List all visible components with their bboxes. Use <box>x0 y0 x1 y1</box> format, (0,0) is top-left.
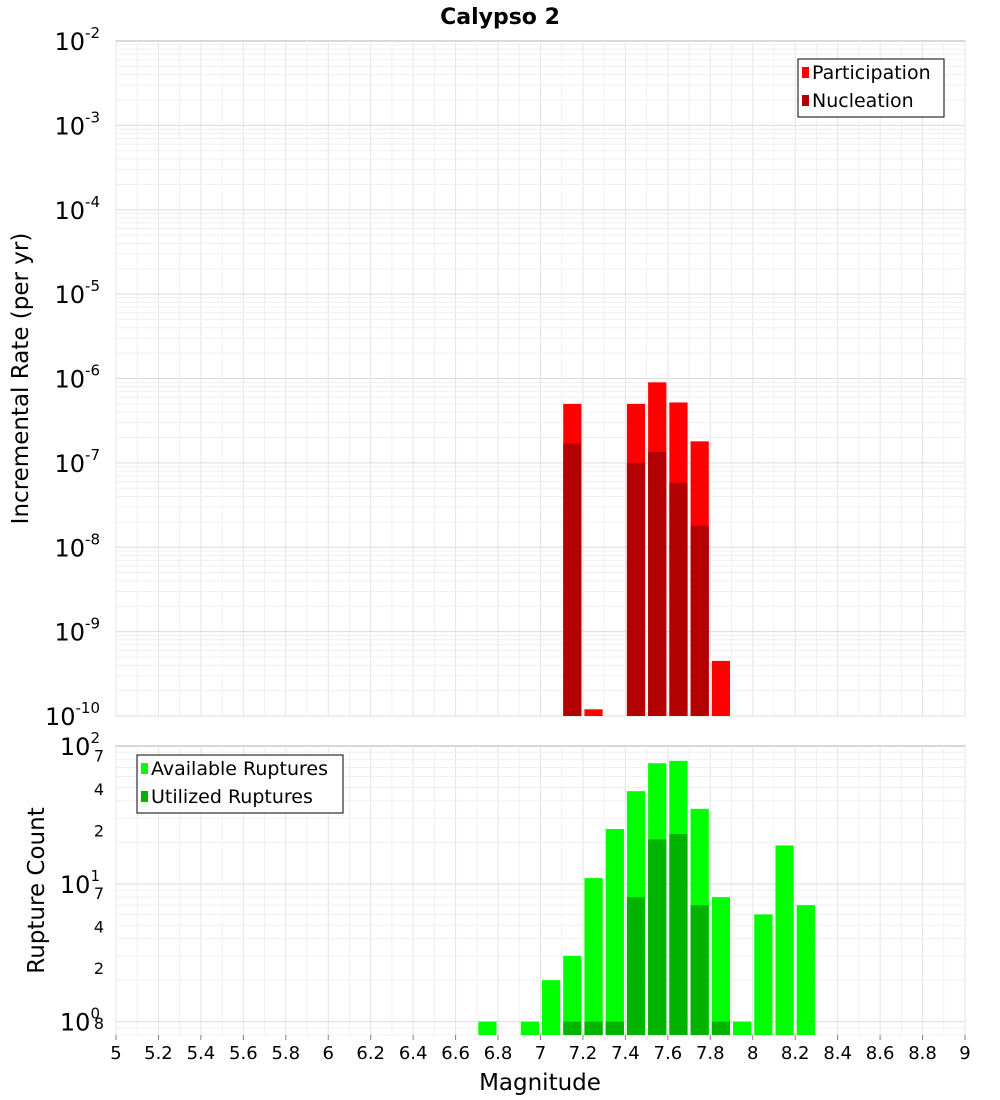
x-tick-label: 8.6 <box>866 1043 895 1064</box>
bar-utilized-ruptures-m7-85 <box>711 1021 731 1035</box>
x-tick-label: 6.6 <box>441 1043 470 1064</box>
x-tick-label: 5.2 <box>144 1043 173 1064</box>
x-tick-label: 7.6 <box>654 1043 683 1064</box>
bar-available-ruptures-m7-05 <box>542 980 561 1035</box>
bar-utilized-ruptures-m7-75 <box>690 905 709 1035</box>
bar-available-ruptures-m7-35 <box>605 828 624 1035</box>
rupture-count-bars <box>478 760 815 1035</box>
incremental-rate-y-ticks: 10-2 10-3 10-4 10-5 10-6 10-7 10-8 10-9 10-10 <box>45 24 100 731</box>
chart-title: Calypso 2 <box>440 5 560 30</box>
legend-entry-participation: Participation <box>812 62 931 84</box>
incremental-rate-panel: 10-2 10-3 10-4 10-5 10-6 10-7 10-8 10-9 10-10 In… <box>8 24 966 731</box>
rupture-count-y-axis-label: Rupture Count <box>24 807 50 973</box>
x-tick-label: 8.4 <box>823 1043 852 1064</box>
bar-available-ruptures-m6-95 <box>520 1021 539 1035</box>
x-tick-label: 5.8 <box>271 1043 300 1064</box>
legend-entry-nucleation: Nucleation <box>812 90 914 112</box>
y-tick-label: 10-9 <box>54 615 100 647</box>
x-tick-label: 5 <box>110 1043 121 1064</box>
x-tick-label: 7.4 <box>611 1043 640 1064</box>
y-minor-tick-label: 2 <box>94 959 104 978</box>
y-tick-label: 10-6 <box>54 362 100 394</box>
x-tick-label: 7.2 <box>569 1043 598 1064</box>
legend-entry-utilized-ruptures: Utilized Ruptures <box>151 786 313 808</box>
bar-nucleation-m7-15 <box>563 443 582 716</box>
y-minor-tick-label: 2 <box>94 821 104 840</box>
x-tick-label: 8 <box>747 1043 758 1064</box>
bar-available-ruptures-m7-25 <box>584 878 603 1035</box>
y-tick-label: 10-2 <box>54 24 100 56</box>
x-tick-label: 6 <box>323 1043 334 1064</box>
bar-available-ruptures-m6-75 <box>478 1021 497 1035</box>
bar-nucleation-m7-65 <box>669 482 688 716</box>
bar-utilized-ruptures-m7-55 <box>648 839 667 1035</box>
magnitude-x-axis-label: Magnitude <box>479 1070 601 1096</box>
rupture-count-panel: 102 101 100 7 4 2 7 4 2 8 Rupture Count Available… <box>24 729 966 1037</box>
x-tick-label: 5.4 <box>187 1043 216 1064</box>
y-minor-tick-label: 4 <box>94 918 104 937</box>
legend-entry-available-ruptures: Available Ruptures <box>151 758 328 780</box>
bar-nucleation-m7-75 <box>690 525 709 716</box>
y-tick-label: 10-4 <box>54 193 100 225</box>
x-tick-label: 5.6 <box>229 1043 258 1064</box>
x-tick-label: 6.8 <box>484 1043 513 1064</box>
magnitude-x-ticks: 5 5.2 5.4 5.6 5.8 6 6.2 6.4 6.6 6.8 7 7.2 7.4 7.6 7.8 8… <box>110 1035 971 1064</box>
bar-nucleation-m7-55 <box>648 451 667 716</box>
bar-available-ruptures-m8-05 <box>754 914 773 1035</box>
legend-swatch-participation <box>802 67 809 78</box>
x-tick-label: 6.4 <box>399 1043 428 1064</box>
bar-available-ruptures-m7-15 <box>563 955 582 1035</box>
x-tick-label: 8.2 <box>781 1043 810 1064</box>
x-tick-label: 7.8 <box>696 1043 725 1064</box>
rupture-count-y-ticks: 102 101 100 7 4 2 7 4 2 8 <box>60 729 104 1037</box>
y-tick-label: 100 <box>60 1005 100 1037</box>
incremental-rate-y-axis-label: Incremental Rate (per yr) <box>8 233 34 525</box>
bar-utilized-ruptures-m7-65 <box>669 833 688 1035</box>
incremental-rate-grid <box>115 41 966 717</box>
y-tick-label: 10-3 <box>54 108 100 140</box>
y-tick-label: 10-8 <box>54 530 100 562</box>
legend-swatch-nucleation <box>802 95 809 106</box>
rupture-count-legend: Available Ruptures Utilized Ruptures <box>136 754 344 814</box>
bar-participation-m7-85 <box>711 660 731 716</box>
y-tick-label: 102 <box>60 729 100 761</box>
x-tick-label: 9 <box>959 1043 970 1064</box>
y-minor-tick-label: 8 <box>94 1014 104 1033</box>
incremental-rate-bars <box>563 382 731 716</box>
bar-utilized-ruptures-m7-35 <box>605 1021 624 1035</box>
bar-available-ruptures-m7-85 <box>711 897 731 1035</box>
bar-utilized-ruptures-m7-45 <box>626 897 646 1035</box>
y-tick-label: 10-10 <box>45 699 100 731</box>
rupture-count-grid <box>115 746 966 1036</box>
bar-utilized-ruptures-m7-15 <box>563 1021 582 1035</box>
y-tick-label: 101 <box>60 867 100 899</box>
bar-available-ruptures-m8-25 <box>796 905 815 1035</box>
legend-swatch-available-ruptures <box>141 763 148 774</box>
y-minor-tick-label: 4 <box>94 780 104 799</box>
x-tick-label: 7 <box>535 1043 546 1064</box>
y-minor-tick-label: 7 <box>94 746 104 765</box>
bar-utilized-ruptures-m7-25 <box>584 1021 603 1035</box>
x-tick-label: 6.2 <box>356 1043 385 1064</box>
incremental-rate-legend: Participation Nucleation <box>797 58 945 118</box>
y-tick-label: 10-7 <box>54 446 100 478</box>
bar-available-ruptures-m8-15 <box>775 845 794 1035</box>
legend-swatch-utilized-ruptures <box>141 791 148 802</box>
bar-nucleation-m7-45 <box>626 462 646 716</box>
bar-available-ruptures-m7-95 <box>733 1021 752 1035</box>
y-minor-tick-label: 7 <box>94 884 104 903</box>
x-tick-label: 8.8 <box>908 1043 937 1064</box>
y-tick-label: 10-5 <box>54 277 100 309</box>
bar-participation-m7-25 <box>584 709 603 716</box>
